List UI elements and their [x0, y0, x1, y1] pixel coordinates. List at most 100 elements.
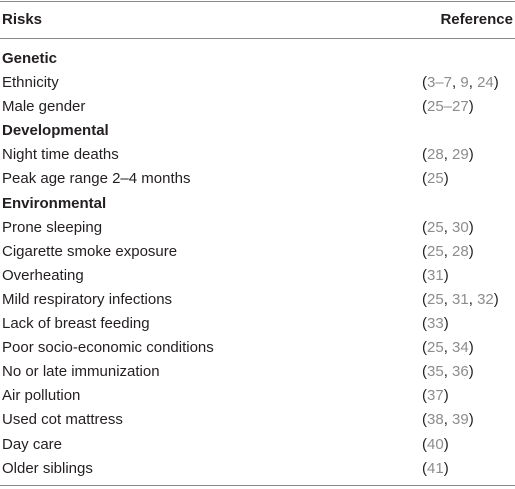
- reference-cell: (38, 39): [422, 411, 474, 429]
- table-header-row: Risks Reference: [0, 1, 515, 38]
- reference-cell: (25, 31, 32): [422, 291, 499, 309]
- table-row: Air pollution (37): [0, 384, 515, 408]
- reference-cell: (25–27): [422, 98, 474, 116]
- reference-link[interactable]: 9: [460, 74, 469, 92]
- reference-link[interactable]: 36: [452, 363, 469, 381]
- reference-link[interactable]: 25: [427, 170, 444, 188]
- group-title: Genetic: [2, 50, 58, 67]
- reference-link[interactable]: 35: [427, 363, 444, 381]
- reference-punctuation: ,: [468, 290, 478, 308]
- reference-link[interactable]: 3–7: [427, 74, 453, 92]
- reference-link[interactable]: 28: [452, 242, 469, 260]
- reference-cell: (35, 36): [422, 363, 474, 381]
- table-row: No or late immunization (35, 36): [0, 360, 515, 384]
- reference-punctuation: ): [468, 411, 474, 429]
- reference-link[interactable]: 41: [427, 459, 444, 477]
- reference-punctuation: ): [443, 170, 449, 188]
- reference-punctuation: (: [422, 266, 427, 284]
- reference-punctuation: ,: [443, 218, 453, 236]
- reference-cell: (40): [422, 436, 449, 454]
- reference-punctuation: (: [422, 363, 427, 381]
- reference-punctuation: ,: [443, 290, 453, 308]
- table-row: Peak age range 2–4 months (25): [0, 167, 515, 191]
- reference-link[interactable]: 25: [427, 242, 444, 260]
- reference-punctuation: ): [443, 387, 449, 405]
- risk-cell: Used cot mattress: [2, 411, 123, 429]
- risk-cell: Poor socio-economic conditions: [2, 339, 214, 357]
- reference-punctuation: (: [422, 74, 427, 92]
- reference-punctuation: ): [443, 435, 449, 453]
- reference-punctuation: ): [493, 290, 499, 308]
- table-row: Night time deaths (28, 29): [0, 143, 515, 167]
- reference-link[interactable]: 24: [477, 74, 494, 92]
- reference-cell: (25, 34): [422, 339, 474, 357]
- reference-link[interactable]: 37: [427, 387, 444, 405]
- reference-link[interactable]: 25: [427, 339, 444, 357]
- reference-link[interactable]: 30: [452, 218, 469, 236]
- risk-cell: Air pollution: [2, 387, 81, 405]
- table-row: Lack of breast feeding (33): [0, 312, 515, 336]
- risk-cell: Lack of breast feeding: [2, 315, 150, 333]
- group-row: Environmental: [0, 192, 515, 216]
- risk-cell: Ethnicity: [2, 74, 59, 92]
- reference-link[interactable]: 31: [427, 266, 444, 284]
- reference-link[interactable]: 39: [452, 411, 469, 429]
- group-row: Developmental: [0, 119, 515, 143]
- reference-punctuation: (: [422, 146, 427, 164]
- reference-punctuation: ,: [452, 74, 461, 92]
- reference-link[interactable]: 25–27: [427, 98, 469, 116]
- reference-cell: (25, 30): [422, 219, 474, 237]
- reference-link[interactable]: 28: [427, 146, 444, 164]
- risk-cell: Prone sleeping: [2, 218, 103, 236]
- header-reference: Reference: [440, 11, 513, 28]
- reference-cell: (37): [422, 387, 449, 405]
- reference-punctuation: (: [422, 435, 427, 453]
- reference-link[interactable]: 33: [427, 315, 444, 333]
- reference-punctuation: (: [422, 218, 427, 236]
- reference-punctuation: ,: [443, 339, 453, 357]
- table-row: Older siblings (41): [0, 457, 515, 481]
- reference-link[interactable]: 25: [427, 218, 444, 236]
- table-body: Genetic Ethnicity (3–7, 9, 24) Male gender (…: [0, 47, 515, 481]
- reference-link[interactable]: 32: [477, 290, 494, 308]
- reference-punctuation: ): [443, 315, 449, 333]
- risk-cell: Male gender: [2, 98, 86, 116]
- reference-link[interactable]: 25: [427, 290, 444, 308]
- table-row: Day care (40): [0, 433, 515, 457]
- reference-link[interactable]: 38: [427, 411, 444, 429]
- reference-punctuation: ): [443, 266, 449, 284]
- table-row: Poor socio-economic conditions (25, 34): [0, 336, 515, 360]
- reference-punctuation: (: [422, 387, 427, 405]
- reference-punctuation: ): [468, 218, 474, 236]
- reference-punctuation: ): [468, 98, 474, 116]
- reference-punctuation: ): [468, 146, 474, 164]
- reference-punctuation: (: [422, 290, 427, 308]
- reference-punctuation: (: [422, 315, 427, 333]
- risk-cell: Night time deaths: [2, 146, 119, 164]
- reference-punctuation: ): [493, 74, 499, 92]
- reference-punctuation: (: [422, 170, 427, 188]
- table-row: Overheating (31): [0, 264, 515, 288]
- group-row: Genetic: [0, 47, 515, 71]
- reference-cell: (25, 28): [422, 243, 474, 261]
- reference-cell: (33): [422, 315, 449, 333]
- reference-punctuation: ,: [443, 146, 453, 164]
- reference-punctuation: ,: [443, 411, 453, 429]
- reference-link[interactable]: 34: [452, 339, 469, 357]
- reference-punctuation: (: [422, 339, 427, 357]
- reference-cell: (41): [422, 460, 449, 478]
- reference-punctuation: ,: [443, 363, 453, 381]
- reference-link[interactable]: 29: [452, 146, 469, 164]
- table-bottom-rule: [0, 485, 515, 486]
- risk-cell: Older siblings: [2, 459, 93, 477]
- reference-link[interactable]: 40: [427, 435, 444, 453]
- risk-cell: Cigarette smoke exposure: [2, 242, 178, 260]
- reference-punctuation: ,: [443, 242, 453, 260]
- group-title: Environmental: [2, 194, 107, 212]
- reference-punctuation: ): [468, 363, 474, 381]
- reference-link[interactable]: 31: [452, 290, 469, 308]
- risk-cell: Peak age range 2–4 months: [2, 170, 191, 188]
- reference-cell: (25): [422, 170, 449, 188]
- table-top-rule: [0, 1, 515, 2]
